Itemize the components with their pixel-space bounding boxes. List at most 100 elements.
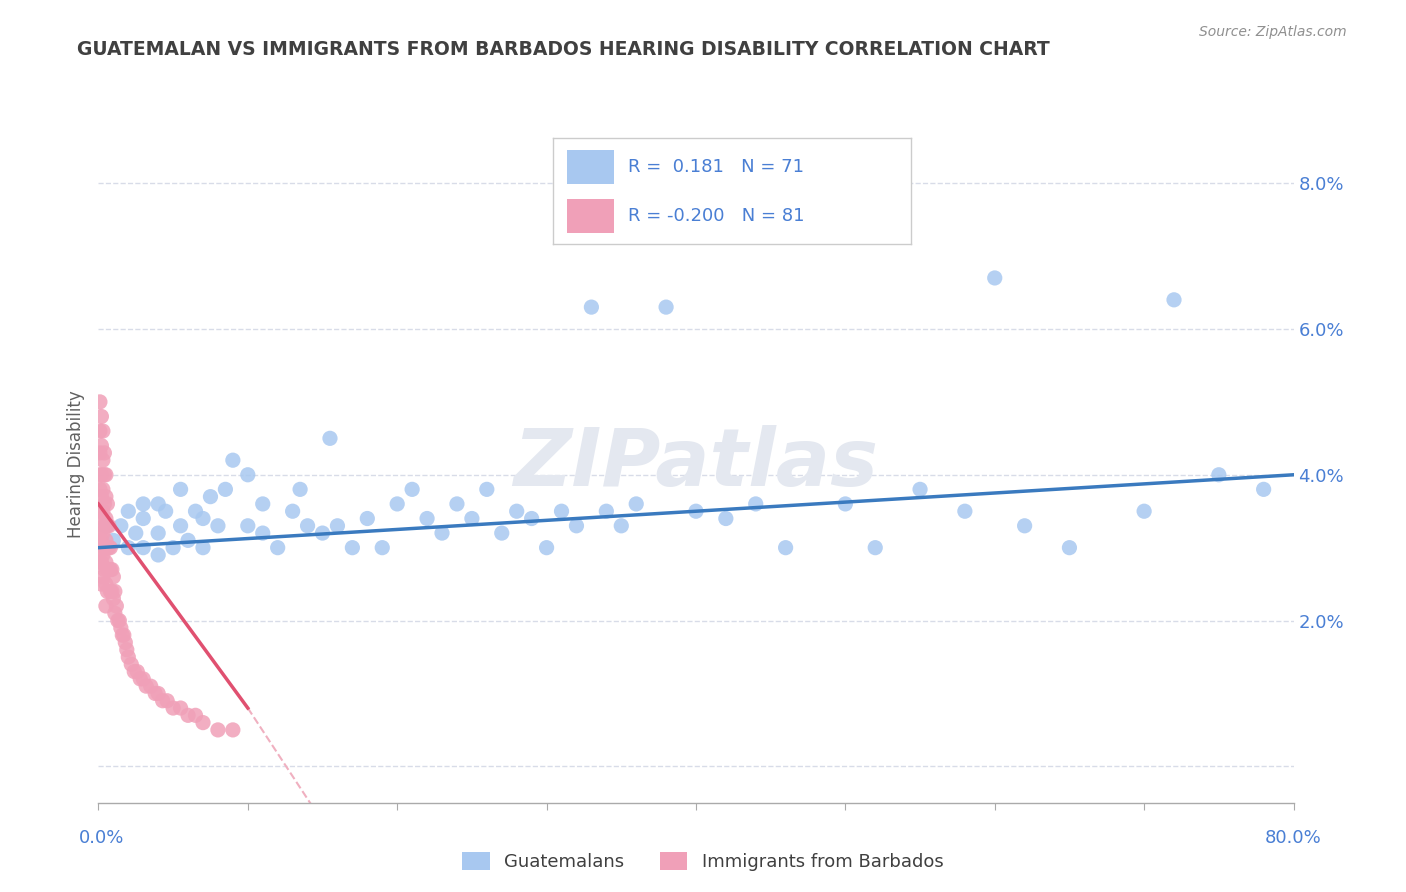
Point xyxy=(96,541,118,555)
Point xyxy=(148,548,170,562)
Point xyxy=(90,467,112,482)
Point xyxy=(461,511,484,525)
Point xyxy=(953,504,976,518)
Point xyxy=(89,504,111,518)
Point xyxy=(103,591,125,606)
Point xyxy=(94,555,117,569)
Point xyxy=(89,424,111,438)
Point xyxy=(252,526,274,541)
Point xyxy=(139,679,162,693)
Point xyxy=(110,621,132,635)
Point xyxy=(94,490,117,504)
Point xyxy=(236,467,259,482)
Point xyxy=(834,497,856,511)
Point xyxy=(93,562,115,576)
Point xyxy=(401,483,423,497)
Point xyxy=(191,541,214,555)
Point xyxy=(97,518,120,533)
Point xyxy=(595,504,617,518)
Point xyxy=(91,424,114,438)
Point xyxy=(745,497,768,511)
Y-axis label: Hearing Disability: Hearing Disability xyxy=(66,390,84,538)
Point xyxy=(983,271,1005,285)
Point xyxy=(177,533,200,548)
Point xyxy=(371,541,394,555)
Point xyxy=(297,518,319,533)
Point xyxy=(655,300,678,314)
Point xyxy=(127,665,149,679)
Point xyxy=(90,490,112,504)
Point xyxy=(101,584,124,599)
Point xyxy=(132,541,155,555)
Point xyxy=(90,533,112,548)
Point xyxy=(105,599,128,613)
Point xyxy=(89,555,111,569)
Point xyxy=(207,518,229,533)
Point xyxy=(103,533,125,548)
Point xyxy=(93,497,115,511)
Point xyxy=(184,708,207,723)
Point xyxy=(93,467,115,482)
Point xyxy=(581,300,603,314)
Point xyxy=(222,723,245,737)
Point xyxy=(214,483,236,497)
Point xyxy=(104,584,127,599)
Legend: Guatemalans, Immigrants from Barbados: Guatemalans, Immigrants from Barbados xyxy=(456,845,950,879)
Point xyxy=(520,511,543,525)
Point xyxy=(908,483,931,497)
Point xyxy=(155,504,177,518)
Point xyxy=(288,483,311,497)
Text: 0.0%: 0.0% xyxy=(79,829,124,847)
Point xyxy=(430,526,453,541)
Point xyxy=(236,518,259,533)
Point xyxy=(96,518,118,533)
Point xyxy=(94,511,117,525)
Point xyxy=(93,541,115,555)
Point xyxy=(132,511,155,525)
Text: GUATEMALAN VS IMMIGRANTS FROM BARBADOS HEARING DISABILITY CORRELATION CHART: GUATEMALAN VS IMMIGRANTS FROM BARBADOS H… xyxy=(77,40,1050,59)
Point xyxy=(356,511,378,525)
Point xyxy=(191,511,214,525)
Point xyxy=(90,577,112,591)
Point xyxy=(90,511,112,525)
Point xyxy=(132,497,155,511)
Point xyxy=(135,679,157,693)
Point xyxy=(156,694,179,708)
Point xyxy=(1059,541,1081,555)
Point xyxy=(148,526,170,541)
Point xyxy=(169,701,191,715)
Point xyxy=(281,504,304,518)
Point xyxy=(107,614,129,628)
Point xyxy=(252,497,274,511)
Point xyxy=(97,541,120,555)
Point xyxy=(162,541,184,555)
Point xyxy=(446,497,468,511)
Point xyxy=(1208,467,1230,482)
Point xyxy=(104,607,127,621)
Point xyxy=(115,642,138,657)
Point xyxy=(124,665,146,679)
Point xyxy=(94,467,117,482)
Point xyxy=(610,518,633,533)
Point xyxy=(91,526,114,541)
Point xyxy=(200,490,222,504)
Point xyxy=(114,635,136,649)
Point xyxy=(475,483,498,497)
Point xyxy=(222,453,245,467)
Point xyxy=(148,497,170,511)
Point xyxy=(98,541,122,555)
Point xyxy=(98,562,122,576)
Point xyxy=(319,431,342,445)
Point xyxy=(162,701,184,715)
Point xyxy=(169,518,191,533)
Point xyxy=(90,409,112,424)
Point xyxy=(148,686,170,700)
Point xyxy=(685,504,707,518)
Point xyxy=(207,723,229,737)
Point xyxy=(385,497,409,511)
Point xyxy=(1253,483,1275,497)
Point xyxy=(91,570,114,584)
Point xyxy=(624,497,647,511)
Point xyxy=(94,533,117,548)
Point xyxy=(98,584,122,599)
